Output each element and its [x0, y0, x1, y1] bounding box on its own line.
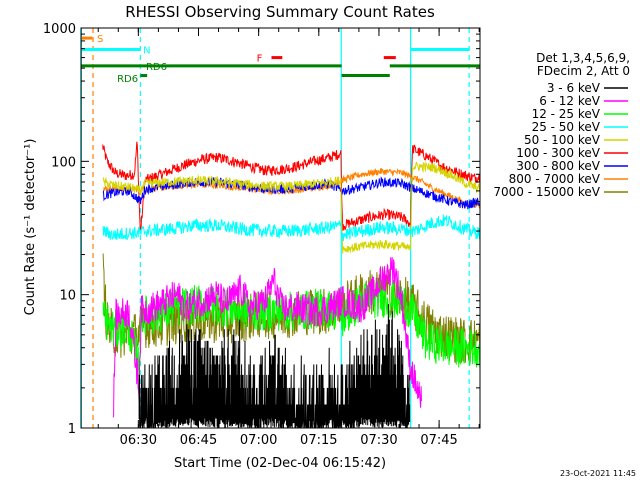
chart-title: RHESSI Observing Summary Count Rates — [125, 3, 435, 21]
legend-header-0: Det 1,3,4,5,6,9, — [536, 51, 630, 65]
plot-area: S N F RD6 RD6 — [80, 28, 480, 428]
x-tick-label-3: 07:15 — [300, 433, 337, 448]
state-label-3: RD6 — [146, 62, 167, 73]
series-line-4 — [102, 214, 480, 242]
legend-label-7: 800 - 7000 keV — [509, 172, 601, 186]
y-tick-label-2: 100 — [51, 155, 76, 170]
legend-label-4: 50 - 100 keV — [524, 133, 601, 147]
state-label-2: F — [257, 54, 263, 65]
series-line-3 — [102, 161, 480, 254]
series-line-6 — [102, 279, 480, 378]
legend-label-2: 12 - 25 keV — [532, 107, 601, 121]
legend-label-0: 3 - 6 keV — [547, 81, 601, 95]
x-tick-label-2: 07:00 — [240, 433, 277, 448]
x-tick-label-1: 06:45 — [180, 433, 217, 448]
footer-timestamp: 23-Oct-2021 11:45 — [560, 469, 636, 478]
x-axis-label: Start Time (02-Dec-04 06:15:42) — [174, 456, 386, 471]
legend: Det 1,3,4,5,6,9,FDecim 2, Att 0 3 - 6 keV… — [493, 51, 630, 199]
y-tick-label-0: 1 — [68, 422, 76, 437]
series-line-0 — [102, 141, 480, 234]
legend-header-1: FDecim 2, Att 0 — [537, 64, 630, 78]
legend-label-6: 300 - 800 keV — [516, 159, 600, 173]
legend-label-8: 7000 - 15000 keV — [493, 185, 600, 199]
y-tick-label-1: 10 — [59, 289, 76, 304]
y-axis-label: Count Rate (s⁻¹ detector⁻¹) — [23, 139, 38, 316]
x-tick-label-0: 06:30 — [120, 433, 157, 448]
state-label-4: RD6 — [117, 74, 138, 85]
legend-label-3: 25 - 50 keV — [532, 120, 601, 134]
legend-label-1: 6 - 12 keV — [539, 94, 601, 108]
series-line-8 — [138, 304, 411, 428]
plot-frame — [80, 27, 481, 429]
state-label-1: N — [143, 45, 150, 56]
x-tick-label-5: 07:45 — [420, 433, 457, 448]
legend-label-5: 100 - 300 keV — [516, 146, 600, 160]
x-tick-label-4: 07:30 — [360, 433, 397, 448]
y-tick-label-3: 1000 — [43, 22, 76, 37]
series-line-7 — [112, 257, 422, 418]
axes: 1 10 100 1000 06:30 06:45 07:00 07:15 07:30 07:45 — [43, 22, 481, 448]
state-label-0: S — [97, 34, 103, 45]
